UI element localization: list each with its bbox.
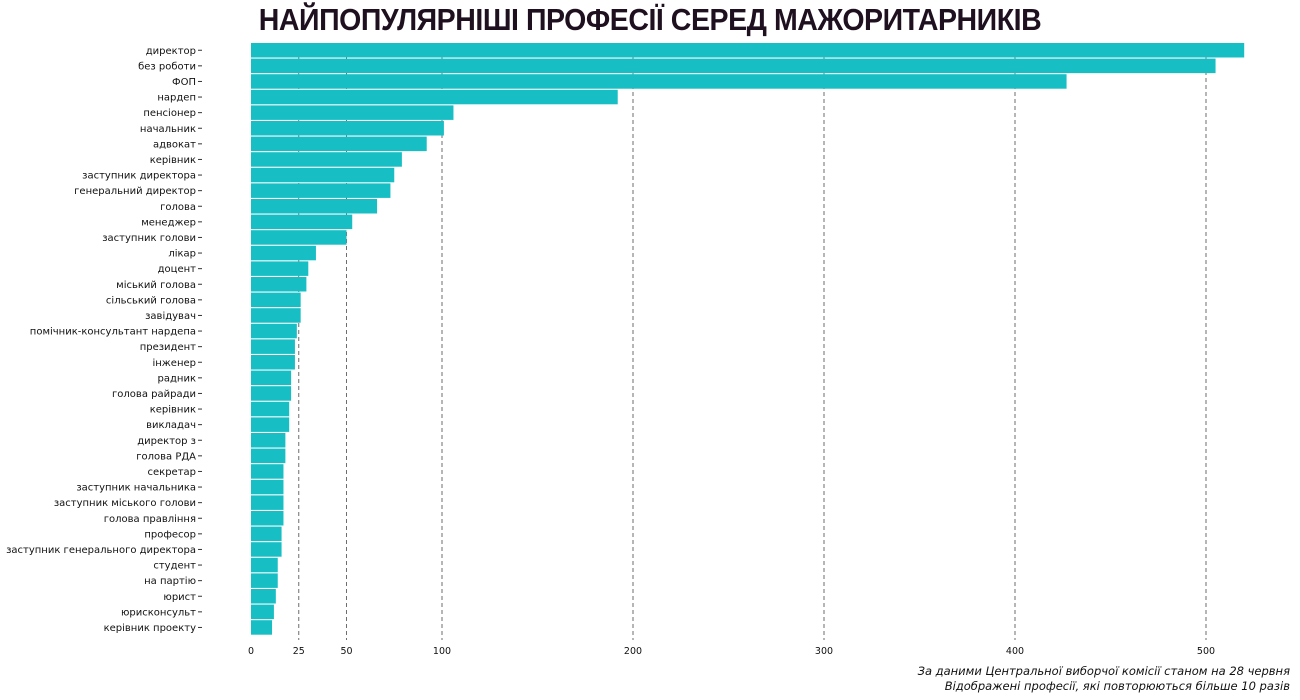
category-label: юрист <box>163 592 196 603</box>
category-label: завідувач <box>145 310 196 322</box>
bar <box>251 542 282 557</box>
bar <box>251 121 444 136</box>
category-label: заступник начальника <box>76 483 196 494</box>
bar <box>251 214 353 230</box>
bar <box>251 589 276 604</box>
category-label: радник <box>158 373 196 384</box>
bar <box>251 401 290 417</box>
category-label: викладач <box>146 420 196 431</box>
category-label: сільський голова <box>106 294 196 306</box>
bar <box>251 89 618 105</box>
bar <box>251 58 1216 74</box>
bar <box>251 245 316 261</box>
category-label: секретар <box>148 467 197 478</box>
category-label: нардеп <box>157 93 196 104</box>
category-label: голова правління <box>104 513 196 525</box>
category-label: заступник генерального директора <box>6 545 196 556</box>
bar <box>251 620 273 635</box>
category-label: керівник проекту <box>104 622 196 634</box>
category-label: міський голова <box>116 279 196 291</box>
bar <box>251 479 284 495</box>
bar <box>251 292 301 308</box>
category-label: голова райради <box>112 389 196 400</box>
bar <box>251 277 307 292</box>
category-label: пенсіонер <box>143 107 196 119</box>
x-tick-label: 25 <box>293 646 305 657</box>
category-label: начальник <box>140 124 196 135</box>
x-axis-ticks: 0 25 50 100 200 300 400 500 <box>248 646 1215 657</box>
category-label: на партію <box>144 575 196 587</box>
bar <box>251 230 347 245</box>
category-label: голова <box>160 202 196 213</box>
bar <box>251 433 286 448</box>
bar <box>251 448 286 464</box>
category-label: президент <box>140 342 196 353</box>
category-label: адвокат <box>153 139 196 150</box>
bar <box>251 386 292 401</box>
bar <box>251 183 391 198</box>
category-label: заступник голови <box>102 233 196 244</box>
category-labels: директор без роботи ФОП нардеп пенсіонер нача… <box>6 46 202 634</box>
x-tick-label: 100 <box>433 646 451 657</box>
x-tick-label: 200 <box>624 646 642 657</box>
filter-note: Відображені професії, які повторюються б… <box>944 679 1290 693</box>
x-tick-label: 400 <box>1006 646 1024 657</box>
category-label: помічник-консультант нардепа <box>30 326 196 338</box>
bar <box>251 261 309 276</box>
bar <box>251 136 427 152</box>
category-label: доцент <box>158 264 197 275</box>
bar <box>251 511 284 526</box>
bar <box>251 105 454 120</box>
category-label: менеджер <box>141 217 196 228</box>
chart-title: НАЙПОПУЛЯРНІШІ ПРОФЕСІЇ СЕРЕД МАЖОРИТАРН… <box>258 2 1042 37</box>
bar <box>251 526 282 542</box>
bar <box>251 339 295 354</box>
category-label: ФОП <box>172 77 196 88</box>
bar <box>251 152 402 167</box>
x-tick-label: 0 <box>248 646 254 657</box>
category-label: заступник директора <box>82 171 196 182</box>
bar <box>251 74 1067 89</box>
bar <box>251 495 284 510</box>
bar <box>251 199 378 214</box>
bar <box>251 417 290 432</box>
category-label: інженер <box>152 357 196 369</box>
category-label: професор <box>144 529 196 540</box>
bars <box>251 43 1245 635</box>
category-label: без роботи <box>138 61 196 72</box>
category-label: голова РДА <box>136 451 196 462</box>
category-label: заступник міського голови <box>54 497 196 509</box>
bar <box>251 370 292 386</box>
bar <box>251 573 278 588</box>
x-tick-label: 50 <box>340 646 352 657</box>
bar <box>251 43 1245 58</box>
category-label: керівник <box>150 404 196 416</box>
bar <box>251 323 297 339</box>
source-note: За даними Центральної виборчої комісії с… <box>917 664 1290 678</box>
bar <box>251 464 284 479</box>
category-label: директор <box>146 46 196 57</box>
category-label: юрисконсульт <box>121 607 196 618</box>
category-label: генеральний директор <box>74 186 196 197</box>
x-tick-label: 300 <box>815 646 833 657</box>
category-label: лікар <box>168 248 196 260</box>
category-label: студент <box>153 561 196 572</box>
x-tick-label: 500 <box>1197 646 1215 657</box>
bar <box>251 557 278 573</box>
bar <box>251 167 395 183</box>
bar <box>251 355 295 370</box>
category-label: директор з <box>137 436 196 447</box>
category-label: керівник <box>150 154 196 166</box>
bar <box>251 604 274 620</box>
bar <box>251 308 301 323</box>
